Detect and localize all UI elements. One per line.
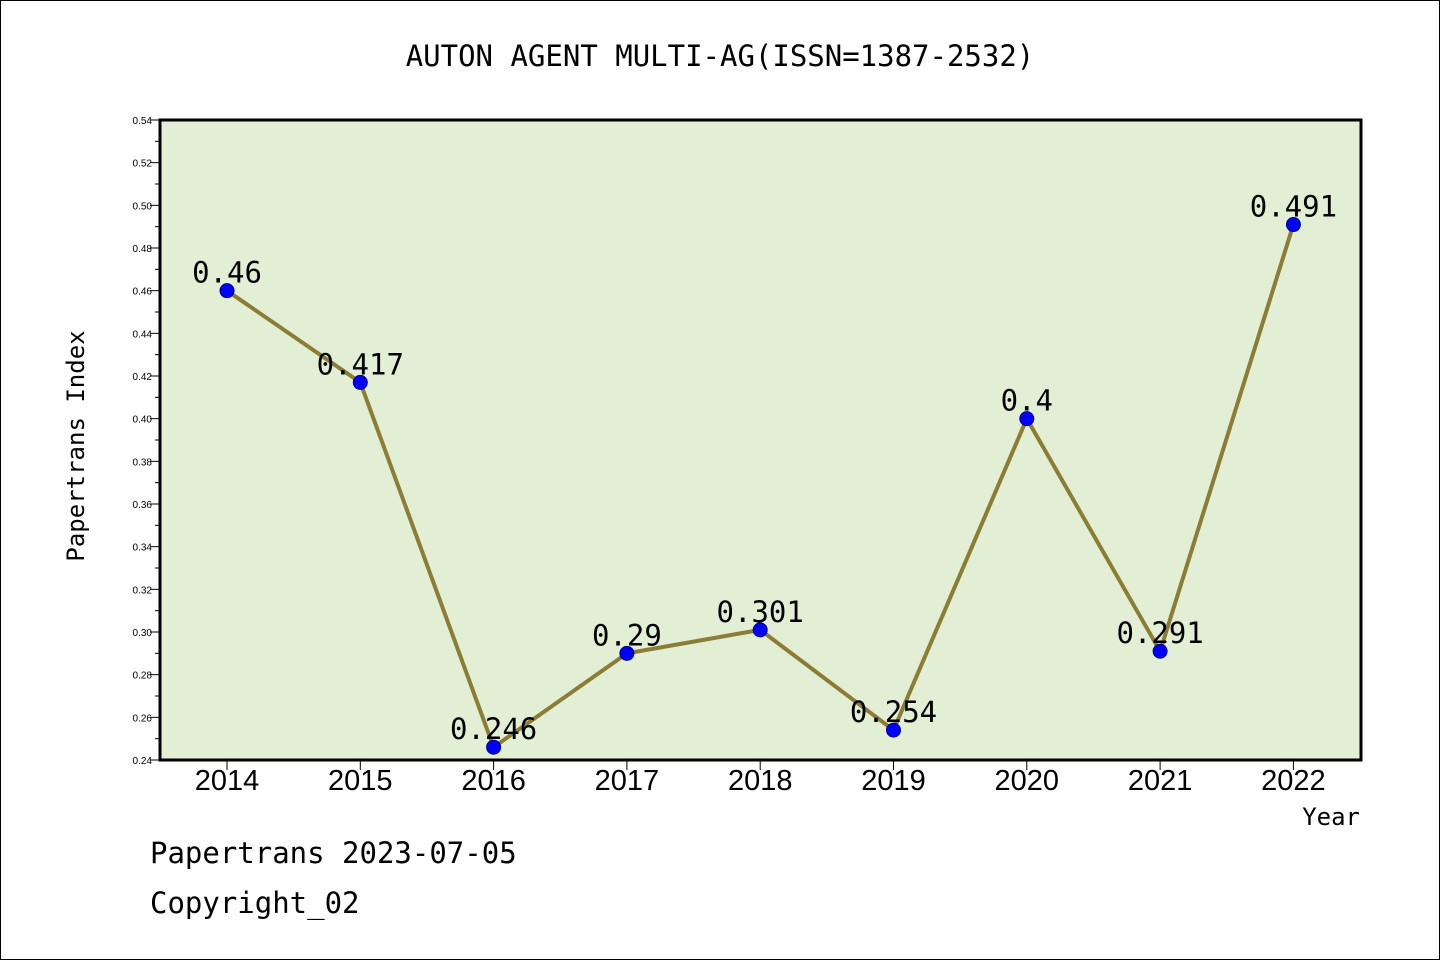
data-point (1019, 411, 1035, 427)
y-tick-label: 0.36 (133, 500, 153, 511)
data-point (619, 645, 635, 661)
data-label-layer: 0.46 0.417 0.246 0.29 0.301 0.254 0.4 0.291 0.49… (192, 190, 1337, 747)
x-tick-label: 2014 (195, 765, 260, 797)
data-label: 0.29 (592, 618, 662, 652)
x-tick-label: 2022 (1261, 765, 1326, 797)
data-label: 0.246 (450, 712, 537, 746)
x-tick-label: 2015 (328, 765, 393, 797)
plot-area (158, 118, 1363, 762)
y-tick-label: 0.24 (133, 756, 153, 767)
x-axis-label: Year (1302, 803, 1360, 831)
y-tick-label: 0.48 (133, 244, 153, 255)
data-label: 0.291 (1116, 616, 1203, 650)
footer-date: Papertrans 2023-07-05 (150, 836, 517, 870)
y-tick-label: 0.50 (133, 201, 153, 212)
y-tick-label: 0.30 (133, 628, 153, 639)
y-tick-label: 0.44 (133, 329, 153, 340)
chart-title: AUTON AGENT MULTI-AG(ISSN=1387-2532) (406, 39, 1035, 73)
y-tick-label: 0.52 (133, 159, 153, 170)
y-axis: 0.24 0.26 0.28 0.30 0.32 0.34 0.36 0.38 0.40 0.42… (133, 116, 160, 767)
data-point (1285, 217, 1301, 233)
data-label: 0.301 (717, 595, 804, 629)
y-tick-label: 0.32 (133, 585, 153, 596)
data-label: 0.4 (1001, 384, 1053, 418)
y-tick-label: 0.38 (133, 457, 153, 468)
data-point (219, 283, 235, 299)
y-tick-label: 0.54 (133, 116, 153, 127)
y-tick-label: 0.46 (133, 287, 153, 298)
x-axis: 2014 2015 2016 2017 2018 2019 2020 2021 2022 (195, 760, 1326, 797)
y-tick-label: 0.40 (133, 415, 153, 426)
data-label: 0.254 (850, 695, 937, 729)
y-tick-label: 0.26 (133, 713, 153, 724)
x-tick-label: 2020 (995, 765, 1060, 797)
data-label: 0.46 (192, 256, 262, 290)
data-label: 0.417 (317, 347, 404, 381)
x-tick-label: 2019 (861, 765, 926, 797)
data-point (752, 622, 768, 638)
marker-layer (219, 217, 1301, 755)
x-tick-label: 2021 (1128, 765, 1193, 797)
x-tick-label: 2018 (728, 765, 793, 797)
data-label: 0.491 (1250, 190, 1337, 224)
data-point (1152, 643, 1168, 659)
x-tick-label: 2017 (595, 765, 660, 797)
y-tick-label: 0.34 (133, 543, 153, 554)
data-point (486, 739, 502, 755)
data-point (886, 722, 901, 738)
x-tick-label: 2016 (461, 765, 526, 797)
y-tick-label: 0.28 (133, 671, 153, 682)
data-point (352, 374, 368, 390)
footer-copyright: Copyright_02 (150, 886, 360, 920)
y-tick-label: 0.42 (133, 372, 153, 383)
y-axis-label: Papertrans Index (62, 330, 90, 561)
